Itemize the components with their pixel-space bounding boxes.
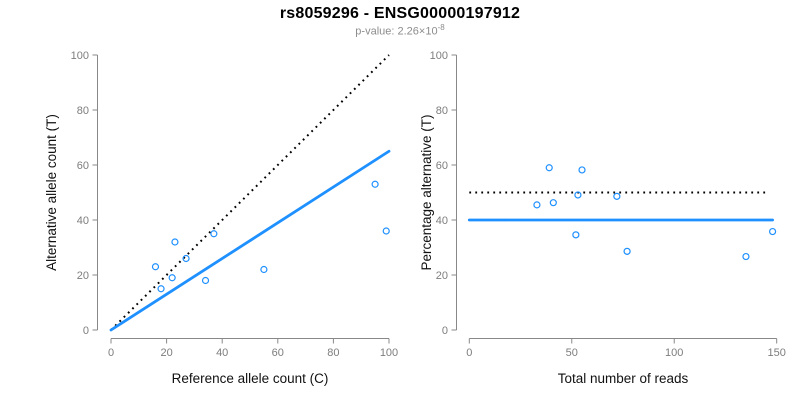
- data-point: [742, 252, 750, 261]
- y-tick-label: 40: [436, 215, 448, 227]
- x-tick-label: 20: [160, 347, 172, 359]
- data-point: [533, 201, 541, 209]
- data-point: [578, 166, 586, 174]
- y-tick-label: 40: [77, 215, 89, 227]
- x-tick-label: 0: [466, 347, 472, 359]
- x-tick-label: 50: [566, 347, 578, 359]
- x-tick-label: 0: [108, 347, 114, 359]
- data-point: [623, 247, 631, 255]
- y-tick-label: 0: [442, 325, 448, 337]
- x-tick-label: 150: [768, 347, 786, 359]
- data-point: [768, 227, 777, 236]
- pvalue-exponent: -8: [437, 23, 445, 32]
- data-point: [613, 192, 621, 200]
- data-point: [260, 265, 268, 274]
- figure-title: rs8059296 - ENSG00000197912: [279, 5, 521, 22]
- data-point: [201, 276, 210, 285]
- data-point: [151, 263, 160, 271]
- y-tick-label: 100: [71, 50, 89, 62]
- x-tick-label: 100: [665, 347, 683, 359]
- data-point: [371, 180, 379, 188]
- y-axis-title: Percentage alternative (T): [419, 114, 434, 270]
- x-tick-label: 100: [380, 347, 398, 359]
- y-tick-label: 80: [436, 105, 448, 117]
- right-scatter-plot: 0 20 40 60 80 100 0 50 100 150 Total number of rea…: [419, 50, 786, 386]
- data-point: [168, 274, 176, 282]
- pvalue-text: p-value: 2.26×10: [355, 25, 438, 38]
- x-tick-label: 60: [272, 347, 284, 359]
- x-tick-label: 40: [216, 347, 228, 359]
- figure-subtitle: p-value: 2.26×10-8: [0, 23, 800, 38]
- data-point: [157, 285, 165, 293]
- y-tick-label: 60: [436, 160, 448, 172]
- data-point: [549, 199, 557, 207]
- fit-line: [109, 149, 391, 332]
- y-tick-label: 80: [77, 105, 89, 117]
- y-tick-label: 20: [436, 270, 448, 282]
- y-tick-label: 100: [430, 50, 448, 62]
- y-tick-label: 20: [77, 270, 89, 282]
- y-tick-label: 60: [77, 160, 89, 172]
- data-point: [171, 238, 179, 246]
- x-tick-label: 80: [327, 347, 339, 359]
- data-point: [545, 164, 553, 172]
- x-axis-title: Total number of reads: [558, 371, 689, 386]
- y-axis-title: Alternative allele count (T): [44, 114, 59, 271]
- data-point: [182, 254, 190, 263]
- left-scatter-plot: 0 20 40 60 80 100 0 20 40 60 80 100 Reference allele…: [44, 50, 398, 386]
- data-point: [572, 231, 580, 239]
- identity-line: [110, 54, 390, 331]
- data-point: [210, 230, 218, 238]
- x-axis-title: Reference allele count (C): [172, 371, 329, 386]
- y-tick-label: 0: [83, 325, 89, 337]
- data-point: [574, 191, 582, 199]
- data-point: [382, 227, 390, 235]
